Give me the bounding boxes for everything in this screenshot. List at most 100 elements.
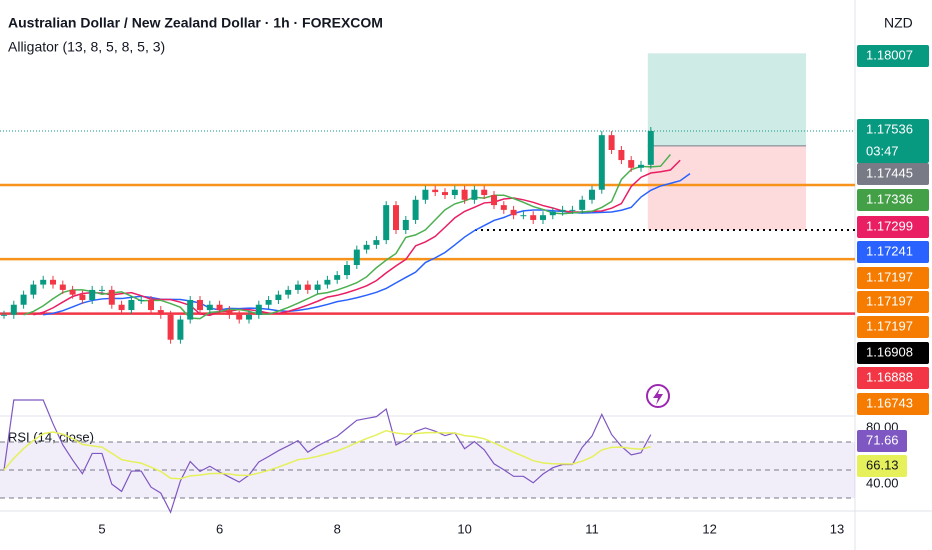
price-label-bg bbox=[857, 241, 929, 263]
x-tick-label: 10 bbox=[457, 521, 471, 536]
candle-body bbox=[608, 135, 615, 150]
candle-body bbox=[412, 199, 419, 220]
candle-body bbox=[393, 205, 399, 231]
candle-body bbox=[471, 189, 478, 200]
candle-body bbox=[344, 265, 350, 276]
take-profit-zone bbox=[647, 53, 806, 146]
rsi-value-label: 66.13 bbox=[866, 457, 899, 472]
alert-icon[interactable] bbox=[646, 384, 670, 408]
rsi-value-label: 71.66 bbox=[866, 432, 899, 447]
price-label-bg bbox=[857, 342, 929, 364]
candle-body bbox=[363, 244, 370, 250]
candle-body bbox=[108, 289, 115, 305]
candle-body bbox=[197, 299, 203, 311]
candle-body bbox=[402, 219, 409, 231]
candle-body bbox=[598, 135, 605, 190]
candle-body bbox=[226, 310, 233, 315]
candle-body bbox=[569, 209, 576, 211]
price-label-bg bbox=[857, 267, 929, 289]
price-label-bg bbox=[857, 291, 929, 313]
candle-body bbox=[549, 211, 556, 216]
currency[interactable]: NZD bbox=[884, 15, 913, 31]
price-label: 1.18007 bbox=[866, 47, 913, 62]
candle-body bbox=[10, 304, 17, 315]
candle-body bbox=[30, 284, 37, 295]
price-label: 1.16743 bbox=[866, 395, 913, 410]
price-label: 1.17197 bbox=[866, 318, 913, 333]
candle-body bbox=[491, 195, 497, 206]
price-label-bg bbox=[857, 119, 929, 163]
price-label-bg bbox=[857, 316, 929, 338]
x-tick-label: 13 bbox=[830, 521, 844, 536]
candle-body bbox=[304, 284, 311, 290]
candle-body bbox=[638, 164, 644, 168]
x-tick-label: 5 bbox=[98, 521, 105, 536]
indicator-label: Alligator (13, 8, 5, 8, 5, 3) bbox=[8, 39, 165, 55]
candle-body bbox=[167, 314, 174, 340]
candle-body bbox=[589, 189, 595, 200]
x-tick-label: 8 bbox=[334, 521, 341, 536]
candle-body bbox=[520, 215, 527, 217]
candle-body bbox=[79, 294, 86, 300]
candle-body bbox=[324, 279, 331, 285]
candle-body bbox=[579, 199, 586, 210]
candle-body bbox=[540, 215, 546, 220]
candle-body bbox=[128, 299, 135, 311]
price-label: 1.17445 bbox=[866, 165, 913, 180]
candle-body bbox=[530, 215, 537, 220]
candle-body bbox=[187, 299, 194, 320]
rsi-ma bbox=[3, 429, 651, 480]
price-label-bg bbox=[857, 45, 929, 67]
candle-body bbox=[618, 149, 625, 161]
candle-body bbox=[118, 304, 125, 311]
candle-body bbox=[334, 275, 341, 280]
x-tick-label: 11 bbox=[585, 521, 599, 536]
candle-body bbox=[353, 249, 360, 266]
alligator-teeth bbox=[33, 159, 681, 317]
candle-body bbox=[481, 189, 488, 196]
rsi-line bbox=[3, 399, 652, 514]
candle-body bbox=[59, 284, 66, 290]
x-tick-label: 6 bbox=[216, 521, 223, 536]
rsi-value-bg bbox=[857, 430, 907, 452]
price-label: 1.17299 bbox=[866, 218, 913, 233]
candle-body bbox=[314, 284, 321, 290]
candle-body bbox=[461, 189, 468, 200]
candle-body bbox=[157, 310, 164, 315]
price-label: 1.17197 bbox=[866, 293, 913, 308]
price-label: 1.17536 bbox=[866, 121, 913, 136]
candle-body bbox=[206, 304, 213, 311]
candle-body bbox=[138, 299, 145, 301]
candle-body bbox=[295, 284, 301, 290]
countdown: 03:47 bbox=[866, 143, 899, 158]
candle-body bbox=[148, 299, 154, 311]
price-label: 1.16888 bbox=[866, 369, 913, 384]
chart-title: Australian Dollar / New Zealand Dollar ·… bbox=[8, 15, 383, 31]
price-label-bg bbox=[857, 367, 929, 389]
rsi-value-bg bbox=[857, 455, 907, 477]
stop-loss-zone bbox=[647, 145, 806, 231]
candle-body bbox=[285, 289, 292, 295]
price-label: 1.17197 bbox=[866, 269, 913, 284]
candle-body bbox=[99, 289, 105, 291]
candle-body bbox=[255, 304, 262, 315]
candle-body bbox=[442, 192, 448, 196]
candle-body bbox=[40, 279, 47, 285]
price-label: 1.16908 bbox=[866, 344, 913, 359]
candle-body bbox=[50, 279, 56, 285]
candle-body bbox=[451, 189, 458, 196]
candle-body bbox=[559, 209, 566, 212]
candle-body bbox=[500, 205, 507, 210]
price-label-bg bbox=[857, 189, 929, 211]
price-label: 1.17336 bbox=[866, 191, 913, 206]
price-label-bg bbox=[857, 393, 929, 415]
rsi-title: RSI (14, close) bbox=[8, 429, 94, 444]
candle-body bbox=[177, 319, 184, 340]
candle-body bbox=[422, 189, 429, 200]
x-tick-label: 12 bbox=[702, 521, 716, 536]
candle-body bbox=[89, 289, 96, 300]
candle-body bbox=[246, 314, 252, 320]
candle-body bbox=[265, 299, 272, 305]
price-label-bg bbox=[857, 163, 929, 185]
